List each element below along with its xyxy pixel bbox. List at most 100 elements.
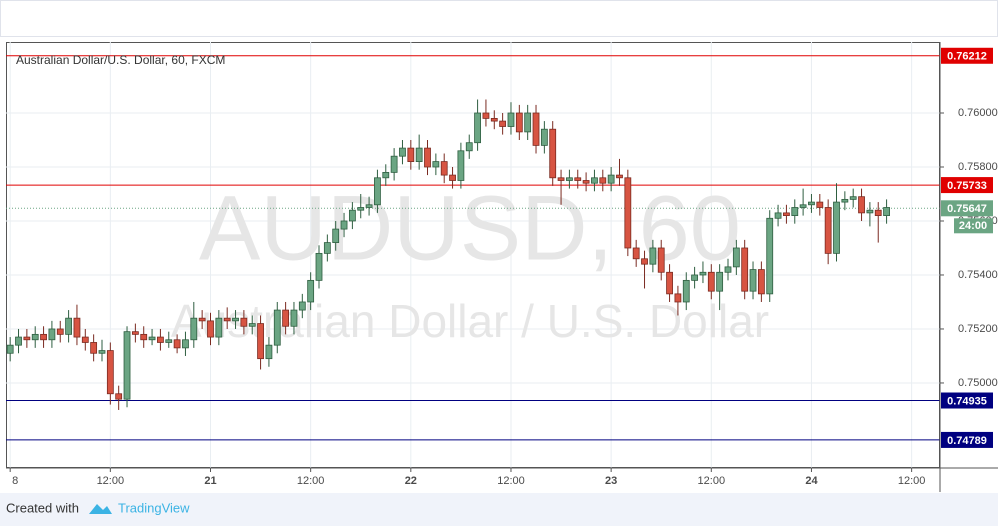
y-tick-label: 0.75400: [958, 269, 998, 281]
candle-body: [499, 120, 507, 127]
candle-body: [415, 147, 423, 162]
candle-body: [766, 217, 774, 295]
candle-body: [332, 228, 340, 243]
candle-body: [532, 112, 540, 146]
candle-body: [40, 333, 47, 341]
price-tag: [941, 200, 993, 217]
candle-body: [98, 350, 106, 354]
x-tick-label: 23: [605, 475, 617, 487]
candle-body: [649, 247, 657, 265]
candle-body: [624, 177, 632, 249]
candle-body: [674, 293, 682, 303]
candle-body: [607, 174, 615, 184]
candle-body: [490, 117, 498, 122]
candle-body: [866, 209, 874, 214]
candle-body: [591, 177, 598, 184]
candle-body: [833, 201, 840, 254]
candle-body: [574, 177, 582, 181]
chart-title: Australian Dollar/U.S. Dollar, 60, FXCM: [16, 53, 225, 67]
tags-layer: 0.76212 0.75733 0.74935 0.74789 0.75647 24:00: [941, 47, 993, 448]
candle-body: [515, 112, 523, 133]
candle-body: [549, 128, 557, 179]
candle-body: [340, 220, 348, 230]
candle-body: [198, 317, 206, 322]
price-tag: [941, 177, 993, 194]
price-tag: [941, 392, 993, 409]
candle-body: [282, 309, 290, 327]
candle-body: [31, 333, 39, 341]
candle-body: [474, 112, 481, 144]
price-tag-label: 0.74789: [947, 435, 987, 447]
candle-body: [599, 177, 607, 184]
y-tick-label: 0.76000: [958, 107, 998, 119]
candle-body: [307, 279, 315, 303]
candle-body: [248, 323, 256, 327]
candle-body: [791, 207, 799, 216]
price-tag: [941, 47, 993, 64]
candle-body: [816, 201, 824, 208]
x-tick-label: 8: [12, 475, 18, 487]
candle-body: [657, 247, 665, 273]
candle-body: [190, 317, 198, 341]
candle-body: [557, 177, 565, 181]
candle-body: [682, 279, 690, 303]
toolbar: [0, 0, 998, 37]
candle-body: [824, 207, 832, 254]
candle-body: [365, 204, 373, 208]
candle-body: [106, 350, 114, 395]
candle-body: [874, 209, 882, 216]
candle-body: [290, 309, 298, 327]
candle-body: [131, 331, 139, 335]
candle-body: [382, 171, 390, 179]
candle-body: [883, 207, 890, 216]
candle-body: [707, 271, 715, 292]
candle-body: [783, 212, 790, 216]
y-tick-label: 0.75200: [958, 323, 998, 335]
candle-body: [407, 147, 415, 162]
candle-body: [223, 317, 231, 322]
y-tick-label: 0.75000: [958, 377, 998, 389]
candle-body: [15, 336, 22, 346]
candle-body: [757, 269, 765, 295]
candle-body: [449, 174, 456, 181]
candle-body: [524, 112, 532, 133]
candle-body: [115, 393, 123, 400]
candle-body: [507, 112, 515, 127]
x-tick-label: 12:00: [497, 475, 525, 487]
candle-body: [215, 317, 223, 338]
brand-logo: [89, 504, 112, 514]
candle-body: [641, 258, 648, 265]
price-tag: [941, 431, 993, 448]
candle-body: [140, 333, 148, 341]
grid-layer: [6, 42, 940, 468]
candle-body: [566, 177, 573, 181]
candle-body: [273, 309, 281, 346]
price-tag-label: 0.76212: [947, 51, 987, 63]
candles-layer: [6, 99, 890, 410]
watermark-subtitle: Australian Dollar / U.S. Dollar: [171, 295, 769, 347]
candle-body: [399, 147, 406, 157]
candle-body: [207, 320, 214, 338]
footer-brand[interactable]: TradingView: [118, 500, 190, 515]
candle-body: [374, 177, 381, 206]
candle-body: [48, 328, 56, 341]
candle-body: [357, 207, 365, 211]
x-tick-label: 24: [805, 475, 818, 487]
candle-body: [165, 339, 173, 343]
candle-body: [724, 266, 732, 273]
candle-body: [157, 336, 164, 343]
candle-body: [482, 112, 490, 119]
countdown-tag: [954, 218, 993, 234]
price-tag-label: 0.75647: [947, 203, 987, 215]
candle-body: [73, 317, 81, 338]
price-tag-label: 0.74935: [947, 395, 987, 407]
candle-body: [465, 142, 473, 152]
axes-layer: 0.750000.752000.754000.756000.758000.760…: [9, 107, 998, 487]
candle-body: [741, 247, 749, 292]
footer-text: Created with: [6, 500, 79, 515]
y-tick-label: 0.75800: [958, 161, 998, 173]
candle-body: [90, 342, 98, 354]
candle-body: [774, 212, 782, 219]
candle-body: [732, 247, 740, 268]
